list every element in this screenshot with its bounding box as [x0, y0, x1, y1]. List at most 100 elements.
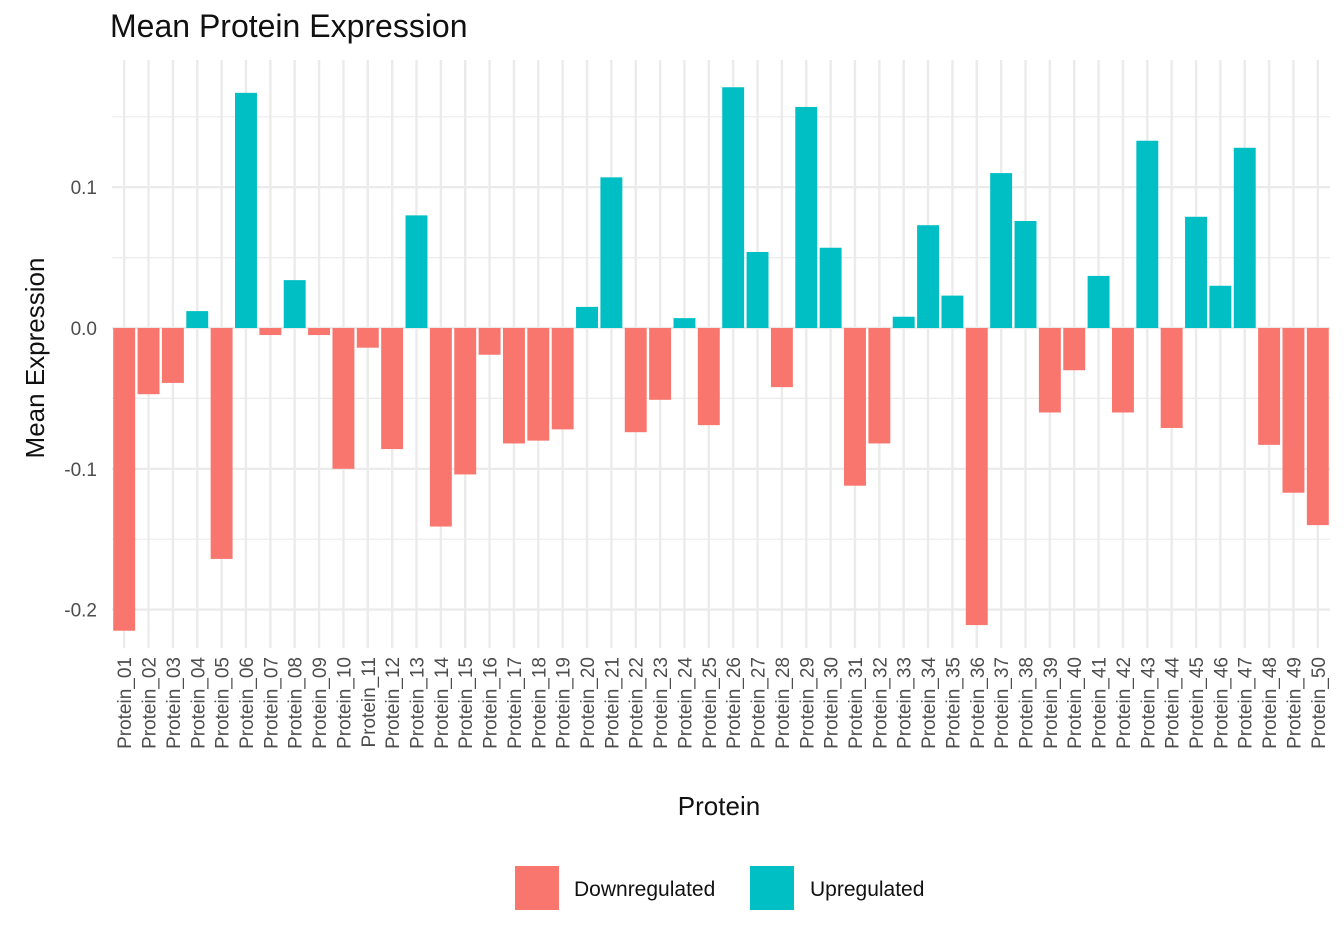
x-tick-label: Protein_35	[943, 657, 964, 749]
x-tick-label: Protein_37	[992, 657, 1013, 749]
x-tick-label: Protein_47	[1236, 657, 1257, 749]
x-tick-label: Protein_06	[237, 657, 258, 749]
bar-protein-36	[965, 328, 988, 626]
bar-protein-28	[770, 328, 793, 388]
x-tick-label: Protein_28	[773, 657, 794, 749]
y-tick-label: -0.2	[64, 601, 97, 622]
x-axis-ticks: Protein_01 Protein_02 Protein_03 Protein_04…	[115, 657, 1330, 749]
bar-protein-22	[624, 328, 647, 433]
x-tick-label: Protein_16	[481, 657, 502, 749]
legend-key-upregulated	[750, 866, 794, 910]
bar-protein-30	[819, 247, 842, 328]
x-tick-label: Protein_46	[1211, 657, 1232, 749]
x-tick-label: Protein_24	[675, 657, 696, 749]
x-tick-label: Protein_11	[359, 657, 380, 748]
bar-protein-47	[1233, 147, 1256, 328]
x-tick-label: Protein_50	[1309, 657, 1330, 749]
bar-protein-20	[576, 306, 598, 328]
x-tick-label: Protein_34	[919, 657, 940, 749]
x-tick-label: Protein_40	[1065, 657, 1086, 749]
bar-protein-02	[137, 328, 160, 395]
x-tick-label: Protein_22	[627, 657, 648, 749]
bar-protein-09	[308, 328, 331, 336]
y-tick-label: 0.1	[71, 178, 97, 199]
legend-label-upregulated: Upregulated	[810, 878, 924, 901]
bar-protein-11	[356, 328, 379, 348]
bar-protein-37	[990, 173, 1013, 328]
bar-protein-49	[1282, 328, 1305, 493]
bar-protein-38	[1014, 220, 1037, 328]
bar-protein-07	[259, 328, 282, 336]
bar-protein-26	[722, 87, 745, 329]
bar-protein-34	[917, 225, 940, 328]
x-tick-label: Protein_05	[213, 657, 234, 749]
x-tick-label: Protein_49	[1284, 657, 1305, 749]
x-tick-label: Protein_13	[408, 657, 429, 749]
x-tick-label: Protein_44	[1163, 657, 1184, 749]
x-axis-title: Protein	[678, 791, 760, 821]
x-tick-label: Protein_10	[334, 657, 355, 749]
bar-protein-10	[332, 328, 355, 469]
x-tick-label: Protein_19	[554, 657, 575, 749]
bar-protein-42	[1111, 328, 1134, 413]
bar-protein-44	[1160, 328, 1183, 428]
x-tick-label: Protein_21	[602, 657, 623, 749]
x-tick-label: Protein_14	[432, 657, 453, 749]
bar-protein-16	[478, 328, 501, 355]
y-axis-ticks: -0.2 -0.1 0.0 0.1	[64, 178, 97, 621]
x-tick-label: Protein_02	[140, 657, 161, 749]
x-tick-label: Protein_18	[529, 657, 550, 749]
legend: Downregulated Upregulated	[515, 866, 924, 910]
bar-protein-50	[1306, 328, 1329, 526]
x-tick-label: Protein_39	[1041, 657, 1062, 749]
bar-protein-24	[673, 318, 696, 328]
x-tick-label: Protein_20	[578, 657, 599, 749]
x-tick-label: Protein_07	[261, 657, 282, 749]
x-tick-label: Protein_23	[651, 657, 672, 749]
x-tick-label: Protein_43	[1138, 657, 1159, 749]
x-tick-label: Protein_27	[749, 657, 770, 749]
bar-protein-43	[1136, 140, 1159, 328]
bar-protein-31	[844, 328, 866, 486]
bar-protein-08	[283, 280, 306, 328]
bars	[113, 87, 1329, 631]
bar-protein-23	[649, 328, 672, 400]
bar-protein-25	[697, 328, 720, 426]
x-tick-label: Protein_25	[700, 657, 721, 749]
chart-title: Mean Protein Expression	[110, 8, 468, 44]
bar-protein-05	[210, 328, 233, 559]
x-tick-label: Protein_26	[724, 657, 745, 749]
bar-protein-13	[405, 215, 428, 328]
x-tick-label: Protein_29	[797, 657, 818, 749]
x-tick-label: Protein_48	[1260, 657, 1281, 749]
bar-protein-40	[1063, 328, 1086, 371]
x-tick-label: Protein_15	[456, 657, 477, 749]
bar-protein-29	[795, 106, 818, 328]
x-tick-label: Protein_38	[1017, 657, 1038, 749]
bar-protein-32	[868, 328, 891, 444]
bar-protein-12	[381, 328, 404, 450]
bar-protein-39	[1038, 328, 1061, 413]
x-tick-label: Protein_09	[310, 657, 331, 749]
x-tick-label: Protein_01	[115, 657, 136, 749]
x-tick-label: Protein_12	[383, 657, 404, 749]
bar-protein-33	[892, 316, 915, 328]
bar-protein-03	[161, 328, 184, 383]
x-tick-label: Protein_42	[1114, 657, 1135, 749]
bar-protein-18	[527, 328, 550, 441]
x-tick-label: Protein_08	[286, 657, 307, 749]
bar-protein-46	[1209, 285, 1232, 328]
x-tick-label: Protein_41	[1090, 657, 1111, 749]
x-tick-label: Protein_32	[870, 657, 891, 749]
x-tick-label: Protein_36	[968, 657, 989, 749]
x-tick-label: Protein_03	[164, 657, 185, 749]
x-tick-label: Protein_17	[505, 657, 526, 749]
bar-protein-01	[113, 328, 136, 631]
y-axis-title: Mean Expression	[20, 258, 50, 459]
bar-protein-04	[186, 311, 209, 328]
x-tick-label: Protein_31	[846, 657, 867, 749]
y-tick-label: 0.0	[71, 319, 97, 340]
bar-protein-19	[551, 328, 574, 430]
bar-protein-35	[941, 295, 964, 328]
